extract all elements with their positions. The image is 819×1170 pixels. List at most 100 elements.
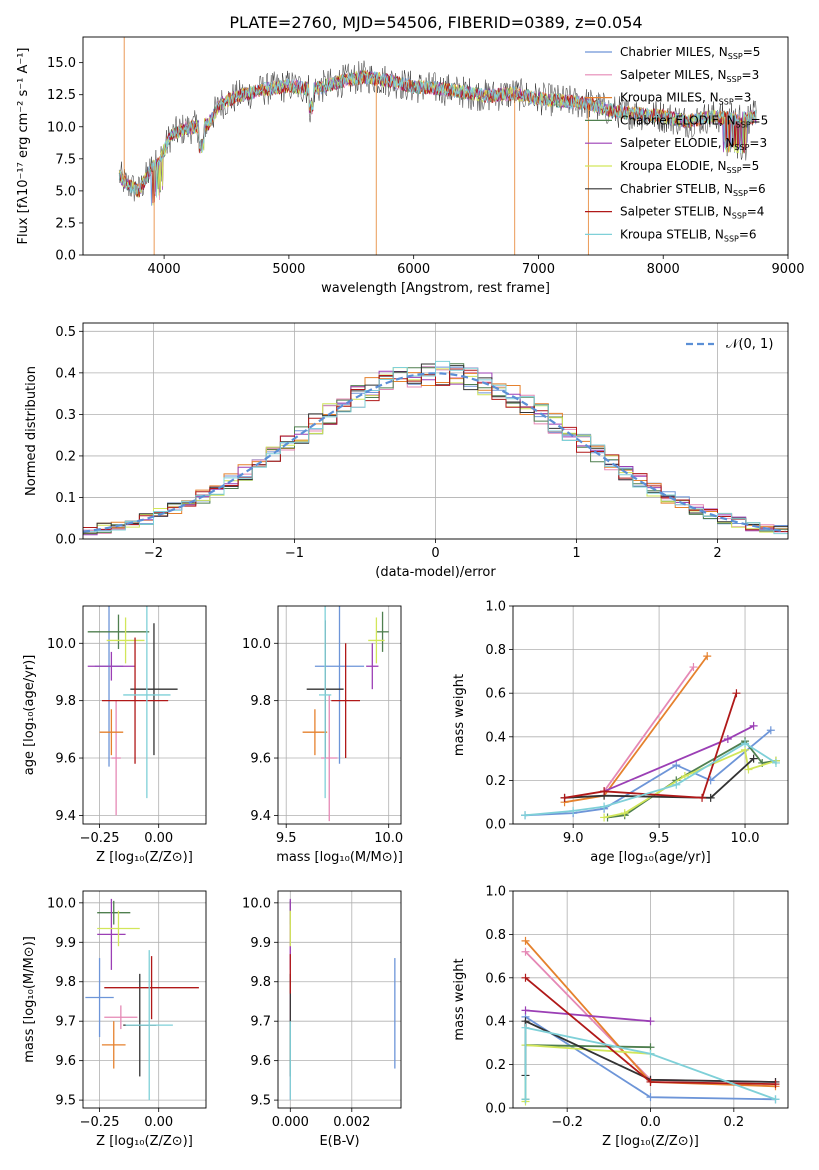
series-marker <box>766 726 775 735</box>
x-axis-label: E(B-V) <box>319 1134 359 1149</box>
y-tick-label: 0.0 <box>485 818 506 833</box>
series-marker <box>723 734 732 743</box>
panel-age_vs_Z: −0.25 0.00 9.4 9.6 9.8 10.0 Z [log₁₀(Z/Z⊙)] age… <box>22 605 207 865</box>
series-marker <box>600 787 609 796</box>
y-tick-label: 9.7 <box>55 1015 76 1030</box>
x-tick-label: −0.25 <box>80 831 120 846</box>
figure-title: PLATE=2760, MJD=54506, FIBERID=0389, z=0… <box>229 13 642 32</box>
y-tick-label: 9.8 <box>250 694 271 709</box>
series-marker <box>689 663 698 672</box>
series-line <box>524 729 772 817</box>
plot-area <box>289 898 396 1101</box>
series-marker <box>646 1077 655 1086</box>
panel-mass_weight_vs_Z: −0.2 0.0 0.2 0.0 0.2 0.4 0.6 0.8 1.0 Z [log₁₀(Z/Z… <box>452 885 789 1149</box>
x-tick-label: 0 <box>431 546 439 561</box>
y-tick-label: 0.4 <box>485 1015 506 1030</box>
y-tick-label: 15.0 <box>47 56 76 71</box>
x-tick-label: 9000 <box>771 262 804 277</box>
legend-entry: Chabrier STELIB, NSSP=6 <box>620 182 766 198</box>
legend-subscript: SSP <box>727 166 742 175</box>
axes-frame <box>277 890 402 1109</box>
legend-entry: Kroupa ELODIE, NSSP=5 <box>620 159 759 175</box>
normal-curve <box>83 372 786 533</box>
series-marker <box>672 761 681 770</box>
series-marker <box>600 802 609 811</box>
x-axis-label: (data-model)/error <box>375 565 496 580</box>
y-tick-label: 10.0 <box>47 120 76 135</box>
legend-label: Chabrier STELIB, N <box>620 182 733 196</box>
gridlines <box>278 891 401 1108</box>
series-line <box>564 757 755 799</box>
y-tick-label: 1.0 <box>485 600 506 615</box>
series-line <box>524 1044 651 1102</box>
plot-area <box>521 652 780 822</box>
y-axis-label: mass weight <box>452 674 467 756</box>
x-tick-label: 7000 <box>522 262 555 277</box>
y-tick-label: 9.4 <box>55 809 76 824</box>
x-tick-label: 0.00 <box>144 831 173 846</box>
legend-suffix: =4 <box>747 205 765 219</box>
y-tick-label: 0.5 <box>55 325 76 340</box>
y-tick-label: 1.0 <box>485 885 506 900</box>
series-marker <box>521 1006 530 1015</box>
series-marker <box>744 765 753 774</box>
series-marker <box>749 721 758 730</box>
series-marker <box>771 1095 780 1104</box>
x-tick-label: 6000 <box>397 262 430 277</box>
legend-subscript: SSP <box>732 212 747 221</box>
legend-suffix: =6 <box>739 227 757 241</box>
x-tick-label: 9.5 <box>276 831 297 846</box>
legend-label: Kroupa STELIB, N <box>620 227 724 241</box>
y-tick-label: 9.8 <box>55 975 76 990</box>
legend-suffix: =5 <box>743 45 761 59</box>
legend-subscript: SSP <box>724 234 739 243</box>
series-line <box>525 1009 651 1023</box>
legend-entry: Salpeter MILES, NSSP=3 <box>620 68 759 84</box>
series-marker <box>521 811 530 820</box>
series-marker <box>703 652 712 661</box>
legend-suffix: =5 <box>742 159 760 173</box>
x-tick-label: 0.002 <box>333 1115 370 1130</box>
x-tick-label: 2 <box>713 546 721 561</box>
y-axis-label: mass weight <box>452 958 467 1040</box>
x-tick-label: −2 <box>144 546 163 561</box>
legend-label: Salpeter STELIB, N <box>620 205 732 219</box>
legend-label: Chabrier ELODIE, N <box>620 113 736 127</box>
series-marker <box>749 754 758 763</box>
axes-frame <box>82 322 789 540</box>
axes-frame <box>277 605 402 825</box>
series-line <box>564 692 738 799</box>
plot-area <box>85 898 199 1101</box>
legend-label: Kroupa MILES, N <box>620 91 719 105</box>
y-tick-label: 9.9 <box>55 936 76 951</box>
x-axis-label: mass [log₁₀(M/M⊙)] <box>276 850 403 865</box>
panel-mass_vs_ebv: 0.000 0.002 9.5 9.6 9.7 9.8 9.9 10.0 E(B-V) <box>242 890 402 1149</box>
x-axis-label: Z [log₁₀(Z/Z⊙)] <box>96 1134 193 1149</box>
legend-suffix: =5 <box>751 113 769 127</box>
plot-area <box>302 606 389 822</box>
y-tick-label: 12.5 <box>47 88 76 103</box>
series-marker <box>672 780 681 789</box>
gridlines <box>513 890 788 1109</box>
y-tick-label: 0.0 <box>55 533 76 548</box>
legend-entry: Salpeter STELIB, NSSP=4 <box>620 205 764 221</box>
series-marker <box>521 1023 530 1032</box>
y-tick-label: 0.6 <box>485 971 506 986</box>
legend-entry: Chabrier MILES, NSSP=5 <box>620 45 760 61</box>
legend-subscript: SSP <box>733 189 748 198</box>
y-tick-label: 0.2 <box>485 774 506 789</box>
series-marker <box>521 947 530 956</box>
y-tick-label: 0.8 <box>485 643 506 658</box>
series-marker <box>646 1017 655 1026</box>
x-axis-label: age [log₁₀(age/yr)] <box>590 850 711 865</box>
axes-frame <box>82 890 207 1109</box>
series-marker <box>771 1080 780 1089</box>
x-tick-label: 9.0 <box>563 831 584 846</box>
y-tick-label: 0.2 <box>55 449 76 464</box>
legend-subscript: SSP <box>727 75 742 84</box>
y-tick-label: 10.0 <box>47 896 76 911</box>
y-tick-label: 0.1 <box>55 491 76 506</box>
legend-subscript: SSP <box>734 143 749 152</box>
legend-suffix: =6 <box>748 182 766 196</box>
x-tick-label: 0.00 <box>144 1115 173 1130</box>
